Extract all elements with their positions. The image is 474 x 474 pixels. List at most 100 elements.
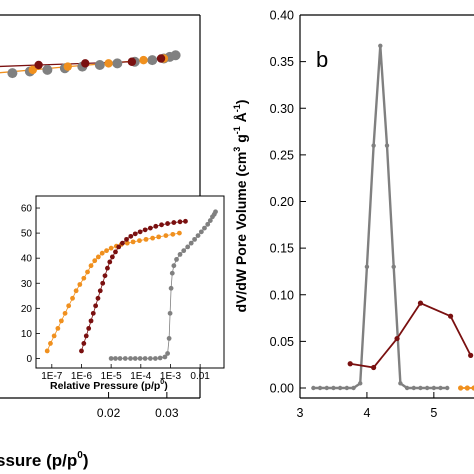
panel-a-point xyxy=(34,60,43,70)
inset-point xyxy=(165,351,170,356)
inset-point xyxy=(188,240,194,246)
panel-b-point xyxy=(464,385,470,391)
inset-point xyxy=(177,230,182,236)
inset-point xyxy=(169,270,175,276)
inset-y-tick-label: 0 xyxy=(26,354,32,365)
panel-b-point xyxy=(391,264,396,269)
panel-b-series xyxy=(311,43,474,391)
panel-a-point xyxy=(63,62,72,71)
panel-b-point xyxy=(317,385,323,391)
panel-b-y-label-close: ) xyxy=(233,100,249,105)
panel-b-point xyxy=(378,43,383,48)
inset-point xyxy=(130,239,136,245)
panel-b-y-tick-label: 0.35 xyxy=(270,55,294,69)
inset-point xyxy=(202,225,207,231)
inset-point xyxy=(198,229,204,235)
inset-point xyxy=(102,273,108,279)
inset-point xyxy=(66,303,72,309)
inset-point xyxy=(93,303,99,309)
panel-b-y-axis-label: dV/dW Pore Volume (cm3 g-1 Å-1) xyxy=(232,100,249,313)
panel-b-y-tick-label: 0.20 xyxy=(270,195,294,209)
inset-point xyxy=(132,231,138,237)
panel-a-point xyxy=(147,55,158,66)
inset-point xyxy=(86,325,92,331)
inset-point xyxy=(213,209,218,215)
inset-point xyxy=(124,240,130,246)
inset-point xyxy=(170,231,176,237)
inset-point xyxy=(81,341,87,346)
inset-point xyxy=(137,229,143,235)
panel-b-label: b xyxy=(316,47,328,72)
inset-point xyxy=(185,244,191,250)
inset-point xyxy=(105,265,110,271)
inset-point xyxy=(120,240,125,246)
inset-y-tick-label: 20 xyxy=(21,304,33,315)
inset-point xyxy=(92,258,98,264)
panel-a-point xyxy=(42,64,53,75)
inset-point xyxy=(165,221,170,226)
inset-y-tick-label: 30 xyxy=(21,279,33,290)
panel-a-x-tick-label: 0.02 xyxy=(97,406,121,420)
panel-a-point xyxy=(156,54,166,63)
inset-point xyxy=(62,310,68,316)
inset-point xyxy=(122,356,128,361)
panel-b-y-tick-label: 0.40 xyxy=(270,9,294,23)
panel-b-point xyxy=(371,364,377,371)
panel-b-point xyxy=(331,385,336,391)
panel-b-y-tick-label: 0.10 xyxy=(270,288,294,302)
panel-a-x-axis-label: ssure (p/p0) xyxy=(0,450,88,470)
inset-frame xyxy=(35,195,225,369)
panel-b-point xyxy=(394,335,400,342)
inset-point xyxy=(174,257,179,262)
inset-y-tick-label: 50 xyxy=(21,229,33,240)
panel-b-point xyxy=(324,385,329,391)
inset-point xyxy=(162,354,168,360)
inset-x-tick-label: 1E-5 xyxy=(101,371,123,382)
inset-point xyxy=(163,233,169,239)
inset-point xyxy=(147,356,153,361)
inset-point xyxy=(171,220,177,225)
panel-b-x-tick-label: 4 xyxy=(363,406,370,420)
inset-point xyxy=(81,275,87,281)
inset-point xyxy=(152,356,158,361)
panel-b-point xyxy=(468,352,474,358)
inset-point xyxy=(88,318,94,324)
inset-point xyxy=(156,234,162,240)
inset-y-tick-label: 40 xyxy=(21,254,33,265)
panel-b-point xyxy=(447,313,454,319)
panel-a-point xyxy=(94,60,105,70)
panel-b-point xyxy=(398,381,403,386)
inset-point xyxy=(142,227,148,233)
panel-a-x-ticks: 0.02 0.03 xyxy=(97,392,179,420)
inset-point xyxy=(116,244,122,250)
inset-series xyxy=(44,209,218,361)
inset-point xyxy=(83,333,89,339)
inset-point xyxy=(168,285,174,291)
inset-x-tick-label: 1E-4 xyxy=(130,371,152,382)
inset-point xyxy=(177,252,183,257)
inset-point xyxy=(51,333,57,339)
inset-point xyxy=(88,263,94,269)
inset-point xyxy=(104,248,109,254)
inset-point xyxy=(157,355,163,361)
panel-a-point xyxy=(81,59,90,68)
inset-point xyxy=(128,233,134,239)
panel-a: 0.02 0.03 ssure (p/p0) xyxy=(0,14,201,470)
inset-point xyxy=(171,263,177,269)
panel-b-point xyxy=(347,361,353,367)
panel-a-point xyxy=(127,57,137,66)
inset-point xyxy=(95,295,101,301)
inset-point xyxy=(90,310,96,316)
inset-point xyxy=(108,356,114,361)
panel-b-point xyxy=(364,264,370,269)
panel-b-point xyxy=(418,385,423,391)
inset-point xyxy=(150,235,156,241)
panel-b-point xyxy=(384,143,390,148)
panel-b-point xyxy=(431,385,437,391)
panel-a-x-axis-label-close: ) xyxy=(83,451,89,470)
inset-point xyxy=(166,336,172,341)
panel-b-point xyxy=(358,381,363,386)
inset-point xyxy=(73,288,79,294)
inset-x-tick-label: 1E-7 xyxy=(41,371,63,382)
